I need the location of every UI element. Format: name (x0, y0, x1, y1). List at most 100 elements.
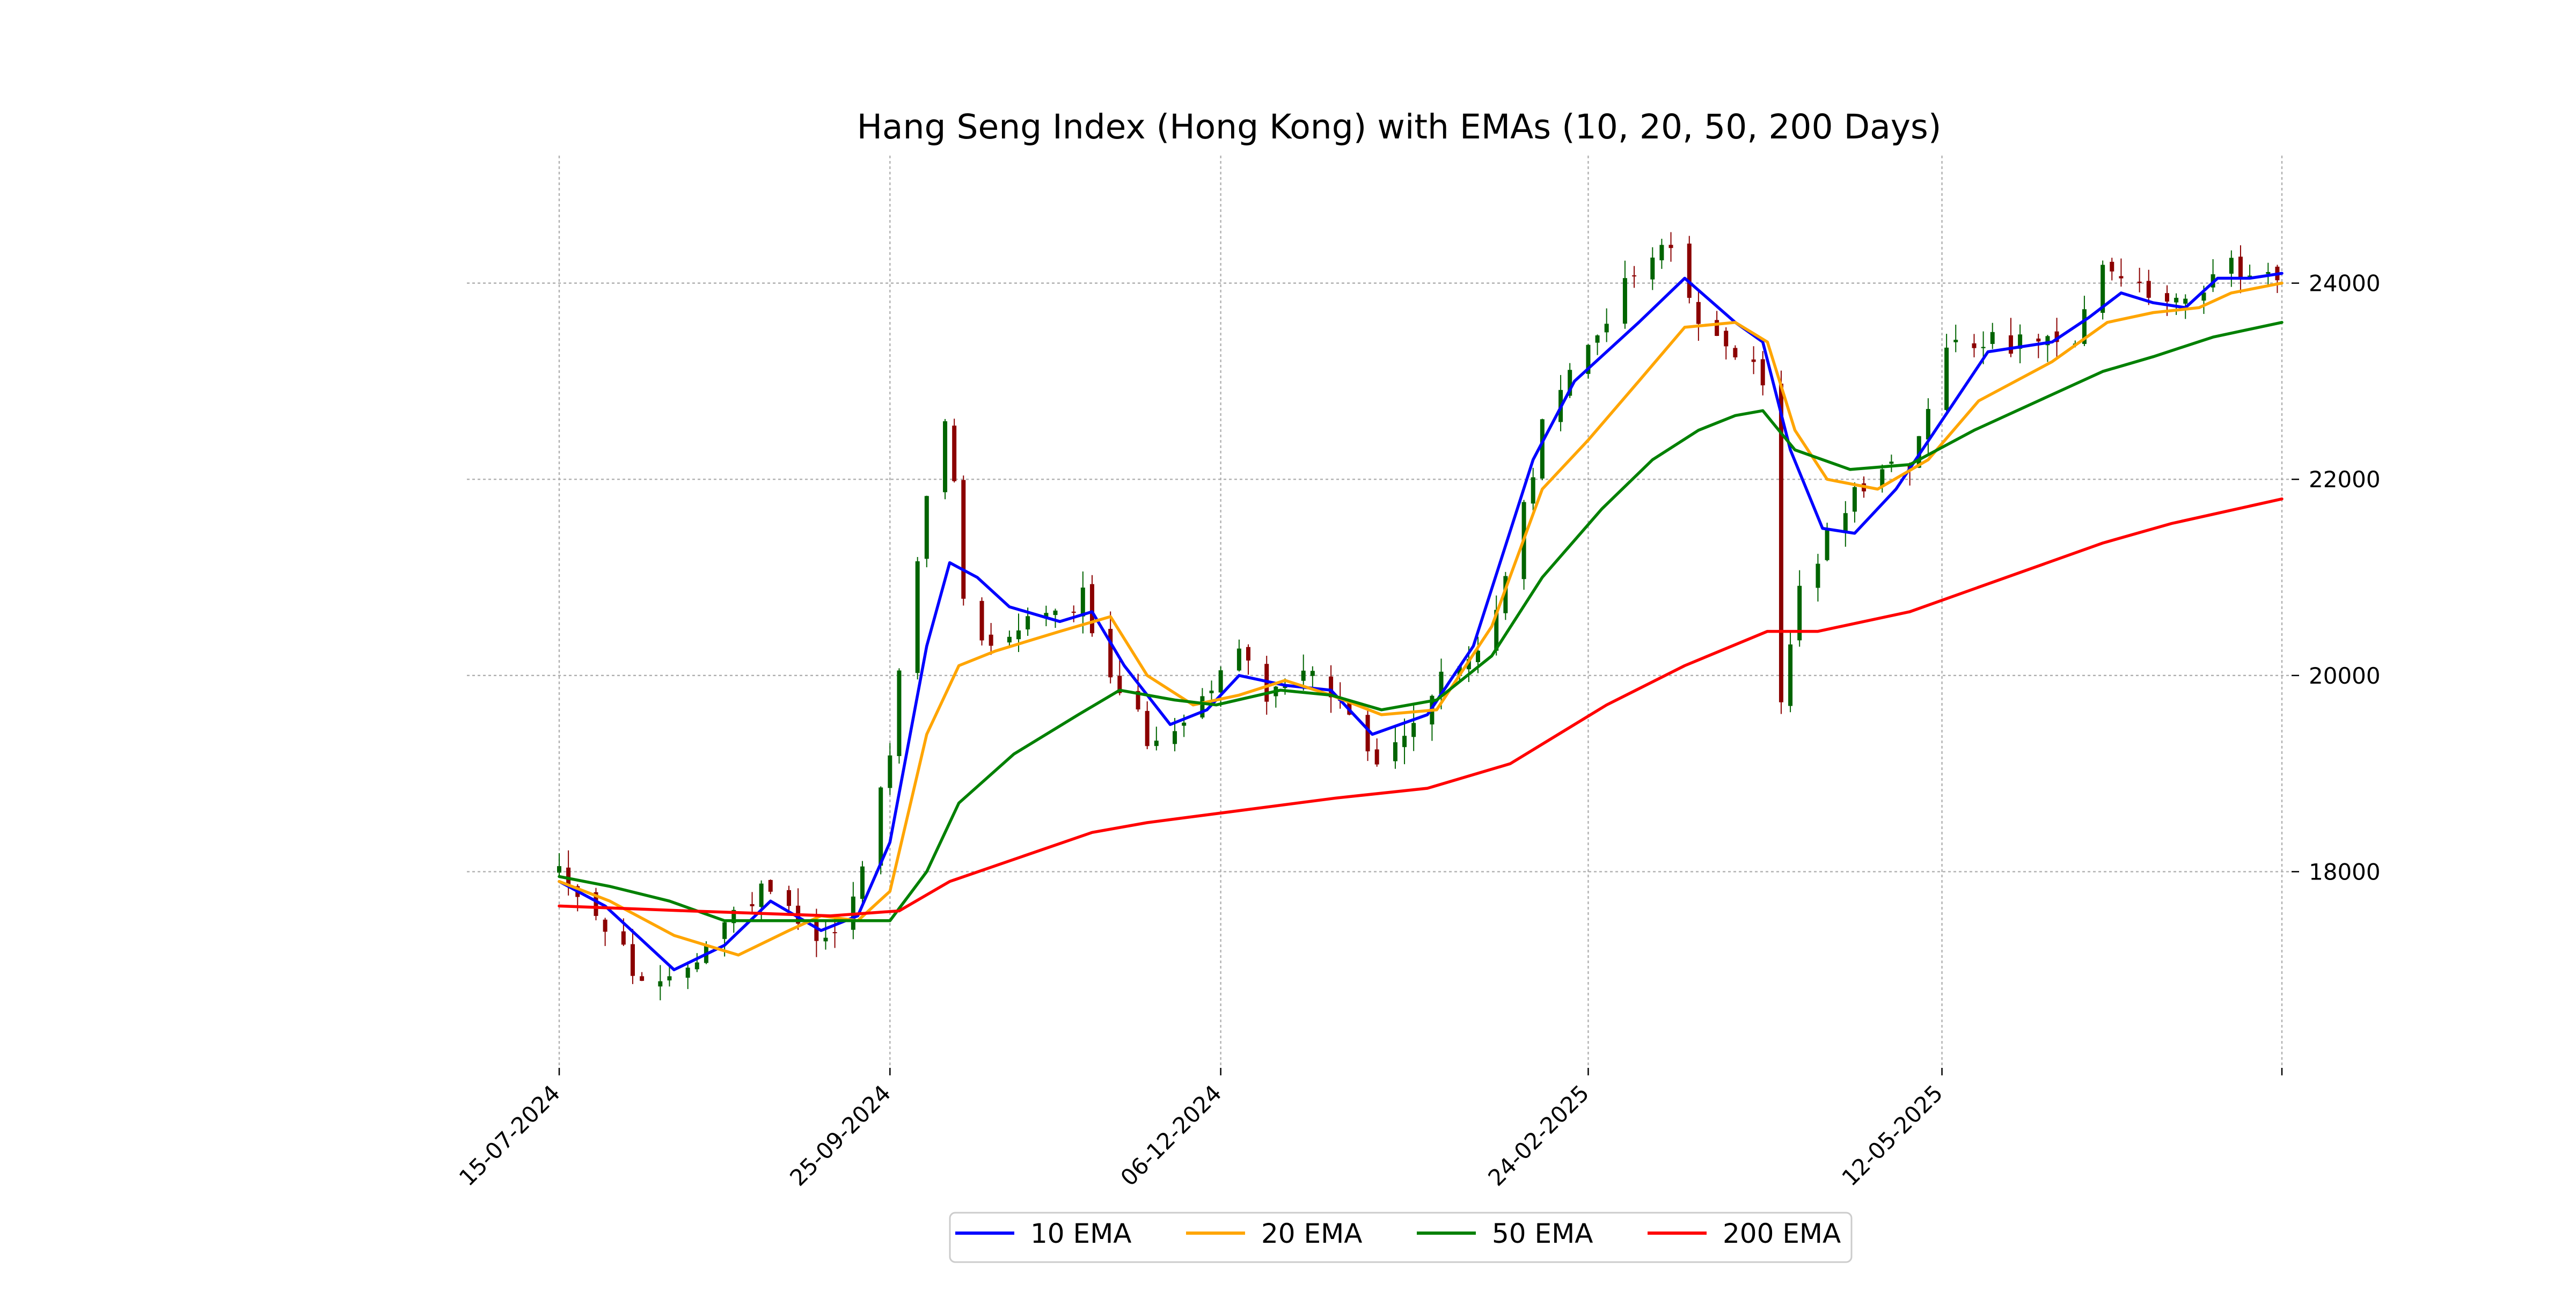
candle-body (1650, 258, 1655, 280)
candle-body (2119, 276, 2124, 278)
candle-body (1715, 320, 1719, 336)
candle-body (1816, 563, 1820, 588)
candlestick (979, 597, 984, 646)
candle-body (1760, 359, 1765, 386)
chart-title: Hang Seng Index (Hong Kong) with EMAs (1… (857, 107, 1942, 146)
candle-body (1531, 477, 1535, 504)
candlestick (851, 882, 855, 940)
candlestick (2146, 269, 2151, 305)
candle-body (1852, 487, 1857, 512)
candlestick (1797, 570, 1802, 647)
candle-body (1972, 343, 1977, 348)
candle-body (1779, 383, 1783, 702)
candle-body (1494, 610, 1499, 651)
candle-body (1136, 691, 1140, 710)
grid (467, 156, 2292, 1068)
candlestick (961, 475, 966, 606)
candlestick (2110, 258, 2114, 281)
candle-body (1310, 671, 1315, 676)
candle-body (1797, 585, 1802, 641)
candle-body (2054, 331, 2059, 342)
candle-body (2036, 338, 2041, 342)
candlestick (1089, 575, 1094, 637)
candlestick (1852, 482, 1857, 523)
candle-body (888, 755, 892, 788)
candle-body (658, 981, 663, 987)
candlestick (658, 965, 663, 1001)
candlestick (1503, 571, 1508, 620)
candlestick (1402, 718, 1407, 765)
candle-body (2183, 298, 2188, 304)
candle-body (1044, 613, 1049, 619)
candlestick (1650, 247, 1655, 290)
candlestick (1274, 686, 1278, 708)
candle-body (814, 920, 819, 941)
candle-body (640, 976, 645, 981)
candlestick (1016, 613, 1021, 653)
candle-body (1751, 359, 1756, 362)
candle-body (2266, 272, 2271, 274)
candle-body (1696, 302, 1701, 324)
candlestick (1053, 609, 1058, 628)
candle-body (2165, 293, 2169, 302)
candle-body (1889, 461, 1894, 464)
candle-body (2008, 335, 2013, 354)
candlestick (1540, 419, 1545, 480)
candlestick (1531, 467, 1535, 511)
candle-body (1733, 348, 1738, 357)
candle-body (823, 937, 828, 942)
candle-body (1926, 409, 1930, 439)
candle-body (1016, 630, 1021, 640)
candlestick (1365, 707, 1370, 761)
candlestick (1760, 351, 1765, 395)
candle-body (694, 962, 699, 970)
candlestick (1108, 611, 1113, 684)
candlestick (1301, 654, 1306, 691)
candle-body (1007, 636, 1012, 643)
candle-body (1154, 741, 1159, 746)
candle-body (594, 892, 598, 916)
candlestick (640, 972, 645, 981)
candle-body (1117, 676, 1122, 693)
candle-body (1843, 513, 1848, 533)
candle-body (1880, 469, 1885, 487)
ema-lines (558, 272, 2284, 971)
candlestick (2211, 259, 2215, 292)
candlestick (2119, 258, 2124, 287)
y-tick-label: 20000 (2309, 663, 2381, 689)
candle-body (1568, 370, 1572, 396)
axes: 15-07-2024 25-09-2024 06-12-2024 24-02-2025… (454, 270, 2381, 1191)
candlestick (1668, 232, 1673, 262)
candlestick (1044, 605, 1049, 626)
legend-label: 20 EMA (1261, 1218, 1362, 1249)
candle-body (731, 910, 736, 923)
candlestick (1310, 666, 1315, 687)
candlestick (1843, 501, 1848, 547)
candle-body (1990, 332, 1995, 344)
candle-body (1365, 715, 1370, 752)
candle-body (915, 561, 920, 673)
candle-body (2018, 334, 2023, 349)
candlestick (1687, 236, 1692, 304)
candle-body (1687, 243, 1692, 298)
candle-body (2248, 275, 2252, 277)
candle-body (1246, 647, 1250, 661)
candlestick (1374, 738, 1379, 767)
candlestick (1145, 701, 1150, 750)
candle-body (879, 787, 883, 866)
candle-body (2110, 261, 2114, 272)
candle-body (1301, 670, 1306, 681)
candle-body (1540, 419, 1545, 479)
candle-body (1411, 723, 1416, 737)
candle-body (2174, 297, 2179, 303)
candle-body (1089, 584, 1094, 634)
candle-body (952, 426, 957, 481)
candle-body (667, 976, 672, 981)
candlestick (924, 495, 929, 568)
candlestick (787, 885, 791, 915)
candle-body (1476, 650, 1480, 662)
candle-body (2101, 265, 2105, 313)
candle-body (1659, 245, 1664, 261)
candlestick (1154, 727, 1159, 751)
candle-body (924, 496, 929, 559)
